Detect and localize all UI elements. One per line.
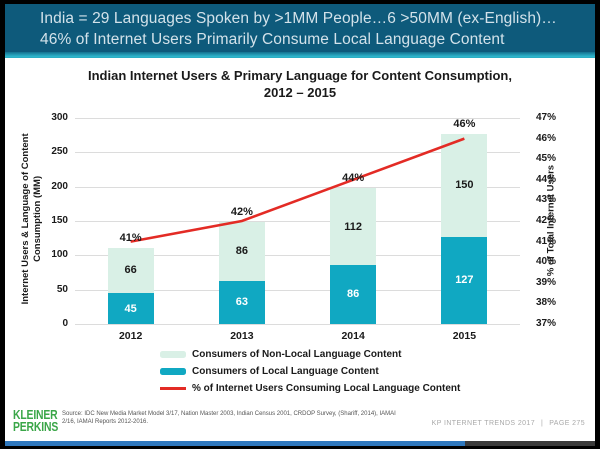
- source-note: Source: IDC New Media Market Model 3/17,…: [62, 411, 396, 426]
- stacked-bar-2014: 112 86: [330, 118, 377, 324]
- logo-line1: KLEINER: [13, 407, 58, 422]
- header-accent-strip: [5, 52, 595, 58]
- left-axis-tick: 150: [51, 215, 68, 226]
- gridline: [75, 289, 520, 291]
- legend-item: Consumers of Non-Local Language Content: [160, 346, 460, 363]
- bar-segment-local-language: 127: [441, 236, 488, 324]
- bar-segment-local-language: 63: [218, 280, 265, 324]
- bar-segment-nonlocal-language: 112: [330, 188, 377, 265]
- bar-value-label: 150: [455, 179, 474, 192]
- gridline: [75, 324, 520, 325]
- page-number: PAGE 275: [549, 420, 585, 427]
- gridline: [75, 118, 520, 119]
- stacked-bar-2012: 66 45: [107, 118, 154, 324]
- line-point-label: 46%: [453, 117, 476, 130]
- gridline: [75, 152, 520, 154]
- stacked-bar-2013: 86 63: [218, 118, 265, 324]
- pct-line-series: [130, 137, 465, 243]
- line-point-label: 41%: [119, 231, 142, 244]
- bar-value-label: 63: [235, 296, 248, 309]
- footer-separator: |: [541, 420, 544, 427]
- legend-label: % of Internet Users Consuming Local Lang…: [192, 383, 461, 394]
- bar-value-label: 45: [124, 302, 137, 315]
- header-title-line2: 46% of Internet Users Primarily Consume …: [40, 30, 505, 48]
- chart-area: Indian Internet Users & Primary Language…: [5, 58, 595, 441]
- legend-label: Consumers of Local Language Content: [192, 366, 379, 377]
- slide-header: India = 29 Languages Spoken by >1MM Peop…: [5, 4, 595, 52]
- right-axis-tick: 40%: [536, 256, 557, 268]
- right-axis-tick: 39%: [536, 276, 557, 288]
- logo-line2: PERKINS: [13, 419, 59, 435]
- plot-area: 66 45 86 63 112 86 150 127: [75, 118, 520, 325]
- legend: Consumers of Non-Local Language Content C…: [160, 346, 460, 397]
- bar-value-label: 127: [455, 274, 474, 287]
- right-axis-tick: 43%: [536, 194, 557, 206]
- legend-item: % of Internet Users Consuming Local Lang…: [160, 380, 460, 397]
- line-point-label: 42%: [230, 205, 253, 218]
- gridline: [75, 221, 520, 222]
- line-point-label: 44%: [342, 172, 365, 185]
- right-axis-tick: 37%: [536, 318, 557, 329]
- legend-label: Consumers of Non-Local Language Content: [192, 349, 402, 360]
- bar-segment-local-language: 45: [107, 293, 154, 324]
- right-axis-tick: 44%: [536, 173, 557, 185]
- right-axis-tick: 45%: [536, 153, 557, 165]
- bar-value-label: 86: [235, 245, 248, 258]
- bar-segment-nonlocal-language: 66: [107, 247, 154, 294]
- footer-page-info: KP INTERNET TRENDS 2017 | PAGE 275: [432, 420, 585, 427]
- right-axis-tick: 47%: [536, 112, 557, 123]
- header-title-line1: India = 29 Languages Spoken by >1MM Peop…: [40, 10, 557, 27]
- bar-segment-local-language: 86: [330, 264, 377, 324]
- bar-value-label: 112: [344, 220, 362, 233]
- left-axis-tick: 200: [51, 180, 68, 192]
- legend-bar-swatch: [160, 351, 186, 358]
- video-progress-bar[interactable]: [5, 441, 595, 446]
- chart-title-line1: Indian Internet Users & Primary Language…: [88, 68, 512, 83]
- left-axis-tick: 100: [51, 249, 68, 261]
- right-axis-tick: 42%: [536, 215, 557, 226]
- stacked-bar-2015: 150 127: [441, 118, 488, 324]
- slide: India = 29 Languages Spoken by >1MM Peop…: [5, 4, 595, 446]
- right-axis-tick: 38%: [536, 297, 557, 309]
- x-axis-label: 2012: [118, 330, 143, 342]
- right-axis-tick: 46%: [536, 132, 557, 144]
- chart-title: Indian Internet Users & Primary Language…: [5, 68, 595, 102]
- video-progress-fill: [5, 441, 466, 446]
- chart-title-line2: 2012 – 2015: [263, 84, 337, 100]
- legend-item: Consumers of Local Language Content: [160, 363, 460, 380]
- right-axis-tick: 41%: [536, 235, 557, 247]
- x-axis-label: 2015: [452, 330, 477, 342]
- x-axis-label: 2014: [341, 330, 365, 342]
- gridline: [75, 255, 520, 257]
- bar-segment-nonlocal-language: 86: [218, 221, 265, 281]
- bar-value-label: 66: [124, 264, 137, 277]
- left-axis-tick: 300: [51, 112, 68, 123]
- gridline: [75, 186, 520, 188]
- x-axis-label: 2013: [230, 330, 254, 342]
- bar-segment-nonlocal-language: 150: [441, 133, 488, 237]
- left-axis-tick: 250: [51, 146, 68, 158]
- legend-bar-swatch: [160, 368, 186, 375]
- kleiner-perkins-logo: KLEINER PERKINS: [13, 407, 59, 435]
- legend-line-swatch: [160, 387, 186, 390]
- left-axis-tick: 0: [62, 318, 68, 329]
- left-axis-tick: 50: [56, 283, 68, 295]
- report-name: KP INTERNET TRENDS 2017: [431, 420, 536, 427]
- bar-value-label: 86: [347, 288, 360, 301]
